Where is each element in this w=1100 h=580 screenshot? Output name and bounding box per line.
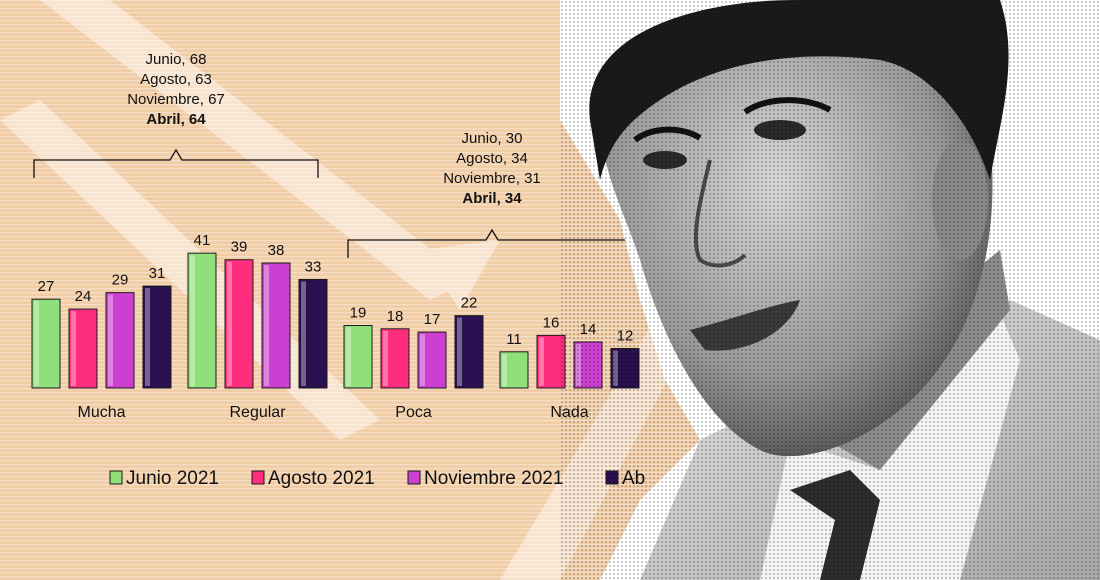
data-label-mucha-series-2: 24: [75, 288, 92, 305]
bar-poca-series-1: [343, 325, 373, 389]
bar-highlight: [227, 261, 232, 386]
data-label-mucha-series-4: 31: [149, 265, 166, 282]
bar-poca-series-4: [454, 315, 484, 389]
data-label-mucha-series-3: 29: [112, 272, 129, 289]
annotation-1-line-1: Junio, 68: [146, 51, 207, 68]
data-label-nada-series-2: 16: [543, 314, 560, 331]
category-label-mucha: Mucha: [77, 404, 125, 421]
bar-highlight: [502, 353, 507, 386]
annotation-1-bracket: [33, 148, 319, 178]
annotation-2-line-1: Junio, 30: [462, 130, 523, 147]
data-label-poca-series-4: 22: [461, 295, 478, 312]
legend-item-3: Noviembre 2021: [407, 468, 563, 489]
category-labels: MuchaRegularPocaNada: [77, 404, 588, 421]
legend-swatch: [109, 470, 123, 485]
bar-highlight: [190, 255, 195, 386]
data-label-regular-series-3: 38: [268, 242, 285, 259]
bar-highlight: [108, 294, 113, 386]
annotation-1-line-2: Agosto, 63: [140, 71, 212, 88]
annotation-2-line-3: Noviembre, 31: [443, 170, 541, 187]
annotation-1-bold: Abril, 64: [146, 111, 206, 128]
bar-highlight: [383, 330, 388, 386]
bar-mucha-series-2: [68, 308, 98, 389]
data-label-nada-series-1: 11: [506, 331, 522, 348]
bar-highlight: [457, 317, 462, 386]
bar-highlight: [264, 265, 269, 386]
annotation-2-bold: Abril, 34: [462, 190, 522, 207]
legend-swatch: [251, 470, 265, 485]
bar-highlight: [145, 288, 150, 386]
bar-regular-series-4: [298, 278, 328, 389]
category-label-regular: Regular: [229, 404, 286, 421]
bar-highlight: [34, 301, 39, 386]
data-label-regular-series-4: 33: [305, 258, 322, 275]
bar-poca-series-2: [380, 328, 410, 389]
bar-regular-series-1: [187, 252, 217, 389]
legend-item-1: Junio 2021: [109, 468, 219, 489]
bar-mucha-series-1: [31, 298, 61, 389]
bar-mucha-series-4: [142, 285, 172, 389]
bar-highlight: [420, 334, 425, 386]
legend-label: Noviembre 2021: [424, 468, 563, 489]
data-label-poca-series-2: 18: [387, 308, 404, 325]
bar-highlight: [346, 327, 351, 386]
bar-regular-series-2: [224, 259, 254, 389]
data-label-regular-series-2: 39: [231, 239, 248, 256]
data-label-regular-series-1: 41: [194, 232, 211, 249]
bar-nada-series-1: [499, 351, 529, 389]
annotation-mucha-regular: Junio, 68 Agosto, 63 Noviembre, 67 Abril…: [33, 51, 319, 178]
annotation-poca-nada: Junio, 30 Agosto, 34 Noviembre, 31 Abril…: [347, 130, 637, 258]
legend-item-2: Agosto 2021: [251, 468, 375, 489]
legend-swatch: [407, 470, 421, 485]
data-label-poca-series-1: 19: [350, 305, 367, 322]
bar-highlight: [71, 311, 76, 386]
bar-poca-series-3: [417, 331, 447, 389]
legend-label: Junio 2021: [126, 468, 219, 489]
bar-highlight: [539, 337, 544, 386]
bar-regular-series-3: [261, 262, 291, 389]
category-label-poca: Poca: [395, 404, 432, 421]
legend-label: Agosto 2021: [268, 468, 375, 489]
data-label-mucha-series-1: 27: [38, 278, 55, 295]
annotation-1-line-3: Noviembre, 67: [127, 91, 225, 108]
bar-highlight: [301, 281, 306, 386]
data-label-poca-series-3: 17: [424, 311, 441, 328]
annotations: Junio, 68 Agosto, 63 Noviembre, 67 Abril…: [33, 51, 637, 258]
bar-mucha-series-3: [105, 292, 135, 389]
annotation-2-line-2: Agosto, 34: [456, 150, 528, 167]
